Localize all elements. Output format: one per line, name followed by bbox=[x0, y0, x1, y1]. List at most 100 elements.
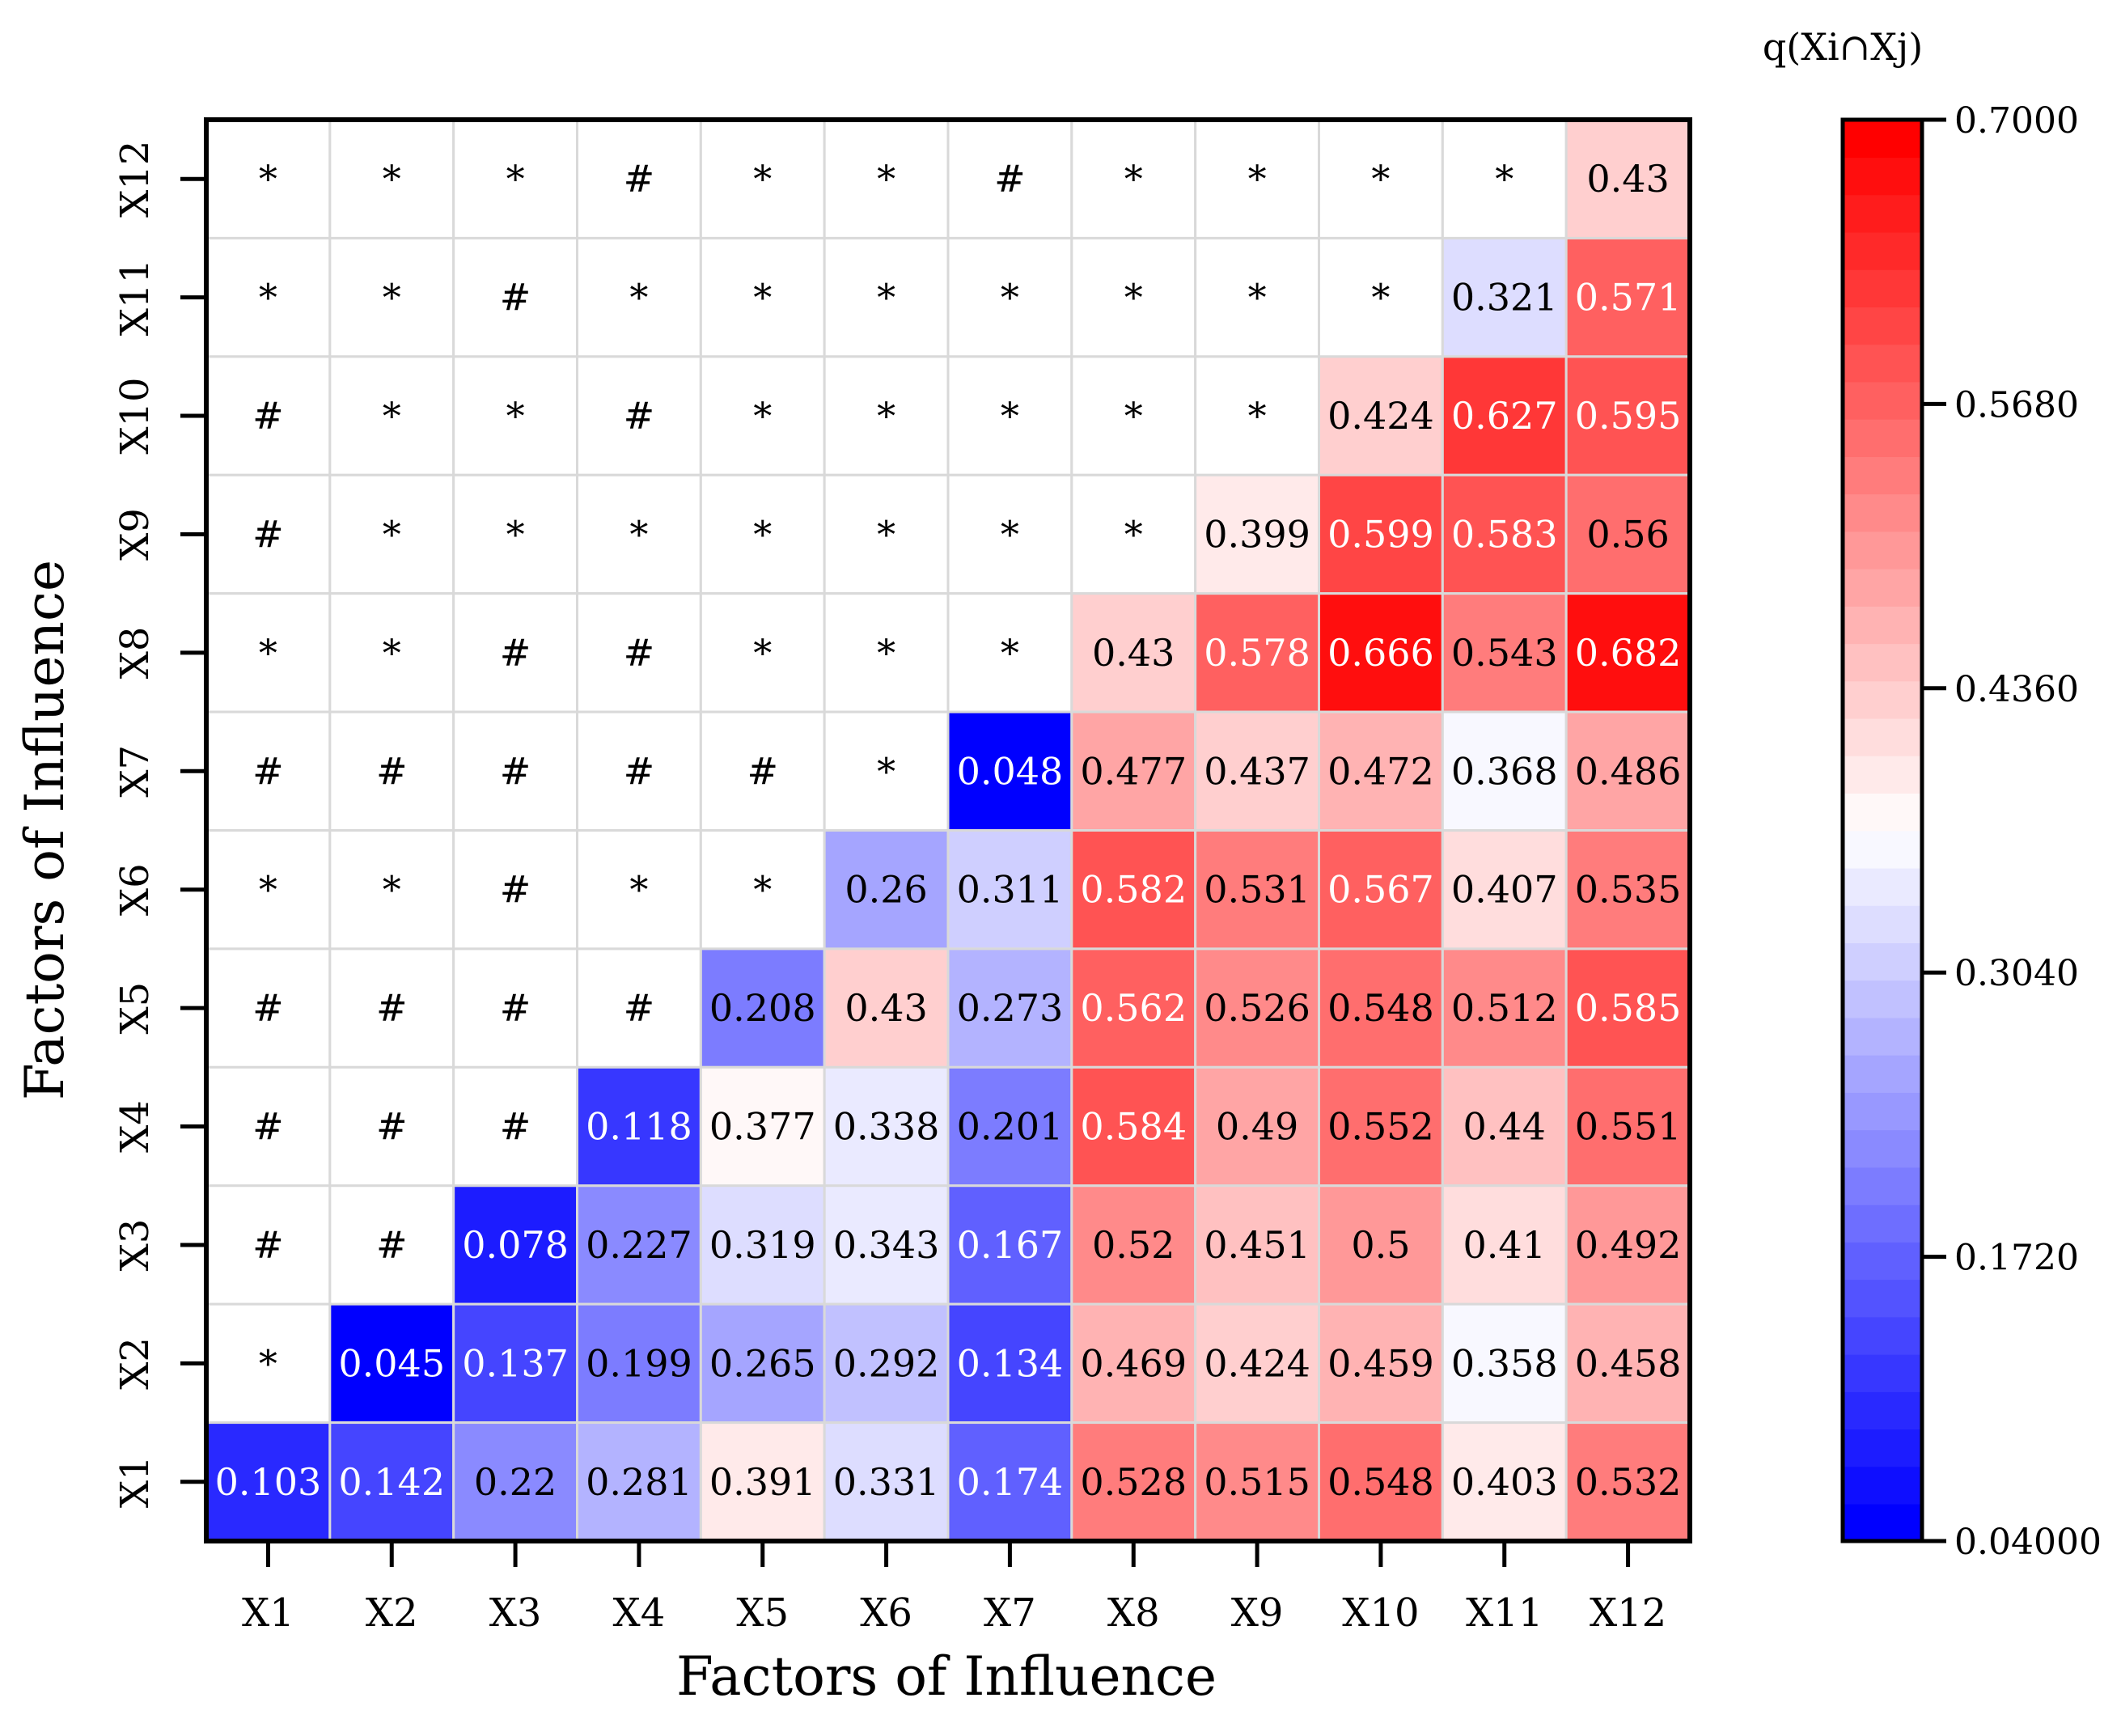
cell-value-label: * bbox=[1001, 276, 1019, 320]
cell-value-label: 0.599 bbox=[1327, 512, 1434, 556]
cell-value-label: # bbox=[624, 749, 655, 793]
cell-value-label: 0.515 bbox=[1204, 1460, 1310, 1504]
colorbar-segment bbox=[1843, 1391, 1922, 1430]
cell-value-label: 0.458 bbox=[1575, 1341, 1682, 1385]
cell-value-label: 0.49 bbox=[1216, 1105, 1298, 1149]
cell-value-label: * bbox=[877, 394, 895, 438]
colorbar-segment bbox=[1843, 1167, 1922, 1205]
cell-value-label: * bbox=[877, 157, 895, 201]
heatmap-cell bbox=[452, 355, 579, 476]
heatmap-cell bbox=[205, 118, 332, 239]
heatmap-cell bbox=[1441, 1421, 1568, 1543]
cell-value-label: # bbox=[994, 157, 1026, 201]
cell-value-label: * bbox=[753, 394, 772, 438]
x-tick-label: X5 bbox=[736, 1590, 789, 1636]
x-tick-label: X2 bbox=[366, 1590, 418, 1636]
colorbar-segment bbox=[1843, 157, 1922, 196]
heatmap-cell bbox=[452, 592, 579, 713]
colorbar-segment bbox=[1843, 793, 1922, 832]
cell-value-label: * bbox=[383, 394, 401, 438]
cell-value-label: 0.137 bbox=[462, 1341, 569, 1385]
colorbar-tick-label: 0.04000 bbox=[1954, 1522, 2102, 1563]
cell-value-label: 0.22 bbox=[474, 1460, 557, 1504]
heatmap-cell bbox=[1564, 1184, 1691, 1306]
y-tick-label: X2 bbox=[112, 1337, 158, 1390]
y-tick-label: X1 bbox=[112, 1455, 158, 1508]
cell-value-label: * bbox=[383, 868, 401, 912]
heatmap-cell bbox=[205, 1302, 332, 1425]
heatmap-cell bbox=[328, 1184, 455, 1306]
colorbar bbox=[1843, 120, 1922, 1542]
x-tick-label: X8 bbox=[1107, 1590, 1160, 1636]
cell-value-label: * bbox=[259, 276, 277, 320]
heatmap-cell bbox=[205, 710, 332, 832]
heatmap-cell bbox=[1318, 710, 1444, 832]
cell-value-label: 0.43 bbox=[1586, 157, 1669, 201]
heatmap-cell bbox=[452, 1421, 579, 1543]
heatmap-cell bbox=[1318, 1421, 1444, 1543]
cell-value-label: 0.627 bbox=[1451, 394, 1558, 438]
heatmap-cell bbox=[699, 355, 826, 476]
cell-value-label: 0.583 bbox=[1451, 512, 1558, 556]
y-tick-label: X7 bbox=[112, 745, 158, 798]
heatmap-cell bbox=[328, 1065, 455, 1188]
colorbar-segment bbox=[1843, 531, 1922, 569]
cell-value-label: * bbox=[1248, 276, 1267, 320]
colorbar-segment bbox=[1843, 904, 1922, 944]
cell-value-label: 0.048 bbox=[957, 749, 1064, 793]
heatmap-cell bbox=[1441, 473, 1568, 595]
cell-value-label: 0.459 bbox=[1327, 1341, 1434, 1385]
heatmap-cell bbox=[946, 236, 1073, 358]
heatmap-cell bbox=[699, 592, 826, 713]
heatmap-cell bbox=[699, 1184, 826, 1306]
x-tick-label: X9 bbox=[1231, 1590, 1284, 1636]
heatmap-cell bbox=[1194, 710, 1320, 832]
heatmap-cell bbox=[328, 236, 455, 358]
cell-value-label: * bbox=[877, 276, 895, 320]
cell-value-label: 0.571 bbox=[1575, 276, 1682, 320]
colorbar-segment bbox=[1843, 830, 1922, 869]
cell-value-label: 0.437 bbox=[1204, 749, 1310, 793]
cell-value-label: * bbox=[1371, 276, 1390, 320]
cell-value-label: 0.134 bbox=[957, 1341, 1064, 1385]
cell-value-label: * bbox=[1001, 512, 1019, 556]
heatmap-cell bbox=[1070, 1184, 1197, 1306]
cell-value-label: 0.595 bbox=[1575, 394, 1682, 438]
cell-value-label: 0.167 bbox=[957, 1223, 1064, 1267]
cell-value-label: # bbox=[500, 631, 531, 675]
colorbar-ticks: 0.7000 0.5680 0.4360 0.3040 0.1720 0.04000 bbox=[1922, 100, 2102, 1563]
cell-value-label: * bbox=[1495, 157, 1513, 201]
colorbar-segment bbox=[1843, 718, 1922, 756]
cell-value-label: # bbox=[500, 749, 531, 793]
cell-value-label: 0.407 bbox=[1451, 868, 1558, 912]
cell-value-label: 0.43 bbox=[845, 986, 927, 1030]
cell-value-label: * bbox=[259, 1341, 277, 1385]
cell-value-label: * bbox=[506, 394, 525, 438]
cell-value-label: * bbox=[1124, 394, 1143, 438]
colorbar-segment bbox=[1843, 680, 1922, 719]
heatmap-cell bbox=[205, 829, 332, 951]
cell-value-label: 0.666 bbox=[1327, 631, 1434, 675]
heatmap-cell bbox=[1194, 1302, 1320, 1425]
heatmap-cell bbox=[823, 1421, 950, 1543]
heatmap-cell bbox=[946, 1065, 1073, 1188]
x-tick-labels: X1 X2 X3 X4 X5 X6 X7 X8 X9 X10 X11 X12 bbox=[242, 1590, 1666, 1636]
heatmap-cell bbox=[699, 236, 826, 358]
heatmap-cell bbox=[699, 829, 826, 951]
heatmap-cell bbox=[946, 1184, 1073, 1306]
cell-value-label: * bbox=[383, 276, 401, 320]
colorbar-segment bbox=[1843, 307, 1922, 345]
heatmap-cell bbox=[1194, 1065, 1320, 1188]
colorbar-segment bbox=[1843, 269, 1922, 307]
colorbar-segment bbox=[1843, 756, 1922, 794]
cell-value-label: 0.56 bbox=[1586, 512, 1669, 556]
cell-value-label: 0.451 bbox=[1204, 1223, 1310, 1267]
x-axis-title: Factors of Influence bbox=[676, 1645, 1217, 1708]
colorbar-segment bbox=[1843, 942, 1922, 981]
heatmap-cell bbox=[576, 473, 702, 595]
colorbar-segment bbox=[1843, 980, 1922, 1018]
colorbar-tick-label: 0.1720 bbox=[1954, 1238, 2079, 1279]
cell-value-label: 0.469 bbox=[1080, 1341, 1187, 1385]
cell-value-label: 0.201 bbox=[957, 1105, 1064, 1149]
cell-value-label: # bbox=[252, 1105, 284, 1149]
